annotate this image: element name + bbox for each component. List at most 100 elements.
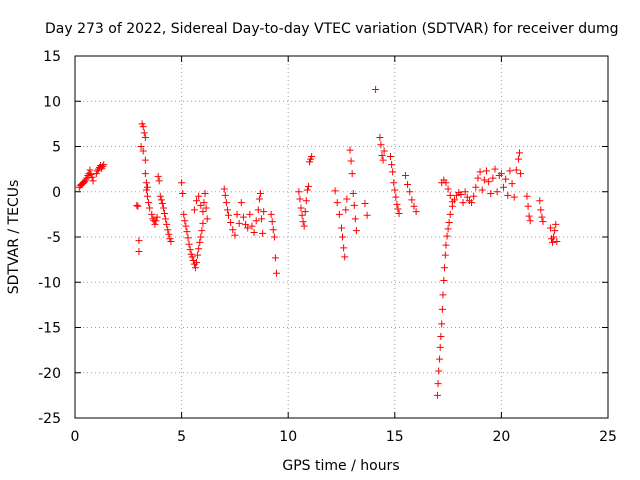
data-point [231, 231, 239, 239]
data-point [478, 186, 486, 194]
data-point [149, 215, 157, 223]
data-point [516, 149, 524, 157]
data-point [436, 355, 444, 363]
data-point [442, 179, 450, 187]
data-point [394, 205, 402, 213]
data-point [491, 165, 499, 173]
data-point [153, 213, 161, 221]
data-point [159, 204, 167, 212]
data-point [148, 210, 156, 218]
data-point [180, 210, 188, 218]
data-point [378, 152, 386, 160]
y-tick-label: -20 [38, 366, 61, 382]
data-point [343, 195, 351, 203]
data-point [145, 199, 153, 207]
data-point [348, 170, 356, 178]
data-point [139, 123, 147, 131]
data-point [438, 320, 446, 328]
data-point [551, 227, 559, 235]
data-point [151, 220, 159, 228]
data-point [514, 155, 522, 163]
data-point [401, 171, 409, 179]
data-point [139, 147, 147, 155]
data-point [392, 193, 400, 201]
data-point [163, 220, 171, 228]
data-point [227, 219, 235, 227]
data-point [459, 199, 467, 207]
data-point [380, 147, 388, 155]
data-point [146, 204, 154, 212]
data-point [333, 199, 341, 207]
data-point [182, 222, 190, 230]
data-point [410, 202, 418, 210]
data-point [81, 178, 89, 186]
data-point [178, 179, 186, 187]
data-point [239, 213, 247, 221]
data-point [221, 191, 229, 199]
data-point [201, 190, 209, 198]
data-point [195, 192, 203, 200]
data-point [468, 199, 476, 207]
data-point [202, 204, 210, 212]
data-point [436, 343, 444, 351]
data-point [89, 177, 97, 185]
data-point [372, 85, 380, 93]
data-point [93, 167, 101, 175]
data-point [195, 245, 203, 253]
data-point [203, 215, 211, 223]
data-point [142, 179, 150, 187]
data-point [457, 190, 465, 198]
data-point [199, 219, 207, 227]
data-point [489, 174, 497, 182]
data-point [229, 226, 237, 234]
data-point [155, 177, 163, 185]
data-point [480, 176, 488, 184]
data-point [267, 210, 275, 218]
data-point [94, 165, 102, 173]
data-point [342, 206, 350, 214]
data-point [259, 229, 267, 237]
data-point [179, 190, 187, 198]
data-point [299, 218, 307, 226]
data-point [191, 264, 199, 272]
data-point [335, 210, 343, 218]
data-point [141, 170, 149, 178]
data-point [193, 258, 201, 266]
data-point [268, 218, 276, 226]
data-point [537, 206, 545, 214]
data-point [340, 244, 348, 252]
data-point [349, 190, 357, 198]
data-point [550, 233, 558, 241]
data-point [444, 185, 452, 193]
data-point [438, 305, 446, 313]
data-point [271, 254, 279, 262]
data-point [88, 173, 96, 181]
data-point [255, 195, 263, 203]
data-point [100, 161, 108, 169]
data-point [338, 224, 345, 232]
data-point [404, 181, 412, 189]
y-axis-label: SDTVAR / TECUs [6, 180, 22, 295]
data-point [439, 291, 447, 299]
y-tick-label: -10 [38, 275, 61, 291]
data-point [524, 202, 532, 210]
data-point [256, 190, 264, 198]
data-point [165, 230, 173, 238]
data-point [346, 146, 354, 154]
data-point [194, 251, 202, 259]
data-point [183, 228, 191, 236]
data-point [260, 208, 268, 216]
data-point [500, 183, 508, 191]
y-tick-label: -25 [38, 411, 61, 427]
data-point [553, 238, 561, 246]
data-point [86, 166, 94, 174]
data-point [389, 168, 397, 176]
data-point [252, 217, 260, 225]
data-point [446, 210, 454, 218]
data-point [341, 253, 349, 261]
data-point [487, 190, 495, 198]
data-point [298, 211, 306, 219]
data-point [472, 183, 480, 191]
x-tick-label: 0 [71, 429, 80, 445]
